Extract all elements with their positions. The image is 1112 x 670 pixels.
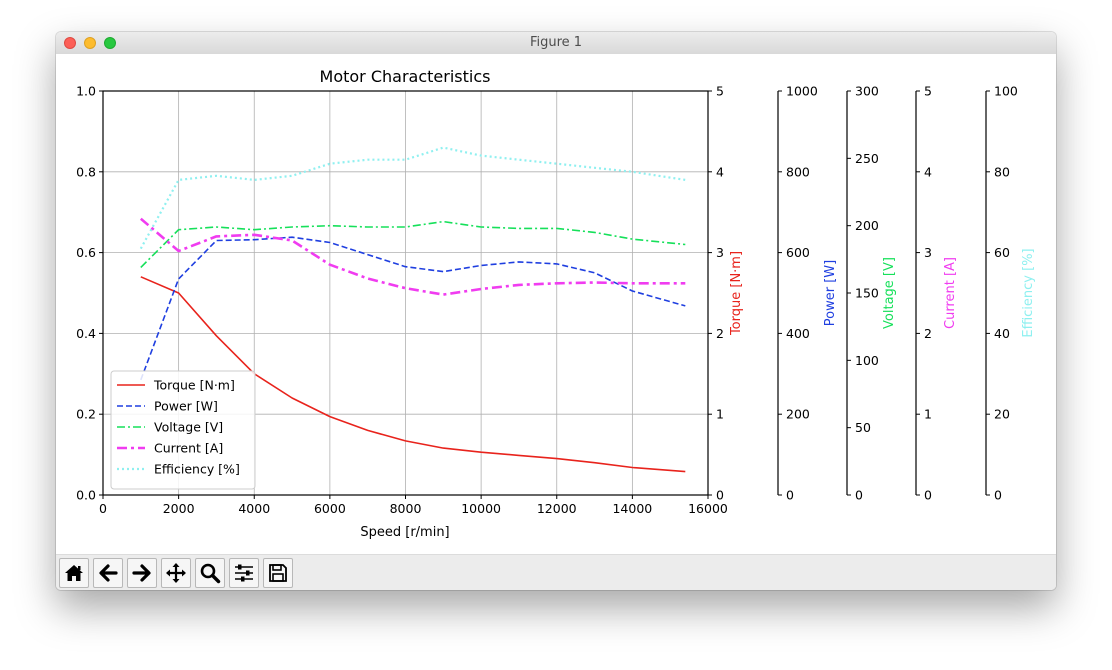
series-line (139, 146, 686, 250)
left-y-tick-label: 0.2 (76, 407, 96, 422)
right-y-tick-label: 4 (924, 164, 932, 179)
right-y-tick-label: 5 (716, 84, 724, 99)
right-y-tick-label: 3 (924, 245, 932, 260)
right-y-tick-label: 600 (786, 245, 810, 260)
right-y-tick-label: 200 (855, 218, 879, 233)
x-tick-label: 0 (99, 501, 107, 516)
right-y-tick-label: 800 (786, 164, 810, 179)
x-tick-label: 12000 (537, 501, 577, 516)
back-button[interactable] (93, 558, 123, 588)
configure-subplots-icon (235, 564, 253, 582)
right-y-tick-label: 400 (786, 326, 810, 341)
figure-canvas[interactable]: 0 2000 4000 6000 8000 10000 12000 14000 16000 0.… (56, 54, 1056, 554)
motor-chart: 0 2000 4000 6000 8000 10000 12000 14000 16000 0.… (76, 67, 1036, 540)
x-axis-label: Speed [r/min] (360, 525, 449, 540)
minimize-button[interactable] (84, 37, 96, 49)
configure-subplots-button[interactable] (229, 558, 259, 588)
save-icon (269, 564, 287, 582)
right-y-tick-label: 1 (924, 407, 932, 422)
home-button[interactable] (59, 558, 89, 588)
right-y-tick-label: 5 (924, 84, 932, 99)
legend: Torque [N·m] Power [W] Voltage [V] Current … (110, 370, 256, 490)
series-line (139, 217, 686, 296)
right-y-tick-label: 1000 (786, 84, 818, 99)
legend-label: Torque [N·m] (153, 378, 235, 393)
left-y-axis: 0.0 0.2 0.4 0.6 0.8 1.0 (76, 84, 103, 503)
home-icon (65, 565, 83, 581)
legend-label: Voltage [V] (154, 420, 223, 435)
legend-label: Current [A] (154, 441, 223, 456)
left-y-tick-label: 1.0 (76, 84, 96, 99)
legend-box (110, 370, 256, 490)
right-y-tick-label: 20 (994, 407, 1010, 422)
chart-title: Motor Characteristics (320, 67, 491, 86)
right-y-tick-label: 4 (716, 164, 724, 179)
zoom-icon (200, 563, 221, 584)
forward-button[interactable] (127, 558, 157, 588)
right-y-tick-label: 80 (994, 164, 1010, 179)
x-tick-label: 14000 (612, 501, 652, 516)
right-y-axis-label: Power [W] (823, 260, 838, 326)
right-y-tick-label: 0 (716, 488, 724, 503)
back-icon (99, 564, 118, 582)
zoom-window-button[interactable] (104, 37, 116, 49)
left-y-tick-label: 0.4 (76, 326, 96, 341)
right-y-tick-label: 300 (855, 84, 879, 99)
left-y-tick-label: 0.6 (76, 245, 96, 260)
right-y-tick-label: 50 (855, 420, 871, 435)
right-y-tick-label: 250 (855, 151, 879, 166)
left-y-tick-label: 0.0 (76, 488, 96, 503)
x-tick-label: 16000 (688, 501, 728, 516)
right-y-tick-label: 40 (994, 326, 1010, 341)
series-lines (139, 146, 686, 473)
right-y-axis-label: Torque [N·m] (729, 251, 744, 336)
x-tick-label: 6000 (314, 501, 346, 516)
right-y-tick-label: 100 (994, 84, 1018, 99)
right-y-tick-label: 2 (924, 326, 932, 341)
series-line (140, 220, 686, 268)
left-y-tick-label: 0.8 (76, 164, 96, 179)
save-button[interactable] (263, 558, 293, 588)
zoom-button[interactable] (195, 558, 225, 588)
right-y-tick-label: 2 (716, 326, 724, 341)
x-tick-label: 8000 (390, 501, 422, 516)
x-tick-label: 4000 (238, 501, 270, 516)
right-y-axis-label: Current [A] (943, 257, 958, 329)
series-line (140, 276, 686, 473)
x-tick-label: 10000 (461, 501, 501, 516)
right-y-tick-label: 100 (855, 353, 879, 368)
right-y-tick-label: 0 (786, 488, 794, 503)
legend-label: Efficiency [%] (154, 462, 240, 477)
x-tick-label: 2000 (163, 501, 195, 516)
legend-label: Power [W] (154, 399, 218, 414)
forward-icon (132, 564, 151, 582)
pan-button[interactable] (161, 558, 191, 588)
figure-window: Figure 1 0 2000 4000 6000 8000 10000 12000 1400… (56, 32, 1056, 590)
right-y-tick-label: 3 (716, 245, 724, 260)
right-y-tick-label: 0 (924, 488, 932, 503)
window-title: Figure 1 (529, 35, 583, 50)
pan-icon (166, 563, 186, 583)
right-y-axis-label: Voltage [V] (882, 257, 897, 329)
series-line (140, 236, 686, 381)
right-y-tick-label: 200 (786, 407, 810, 422)
right-y-tick-label: 0 (994, 488, 1002, 503)
right-y-axis-label: Efficiency [%] (1021, 248, 1036, 337)
right-y-tick-label: 150 (855, 286, 879, 301)
close-button[interactable] (64, 37, 76, 49)
right-y-tick-label: 1 (716, 407, 724, 422)
x-axis: 0 2000 4000 6000 8000 10000 12000 14000 16000 (99, 495, 728, 516)
right-y-tick-label: 60 (994, 245, 1010, 260)
navigation-toolbar (56, 554, 1056, 590)
title-bar: Figure 1 (56, 32, 1056, 55)
right-y-tick-label: 0 (855, 488, 863, 503)
